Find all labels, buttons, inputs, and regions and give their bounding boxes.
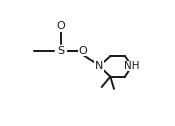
- Text: O: O: [78, 46, 87, 56]
- Text: N: N: [95, 61, 103, 71]
- Text: S: S: [57, 46, 65, 56]
- Text: O: O: [57, 21, 65, 31]
- Text: NH: NH: [124, 61, 140, 71]
